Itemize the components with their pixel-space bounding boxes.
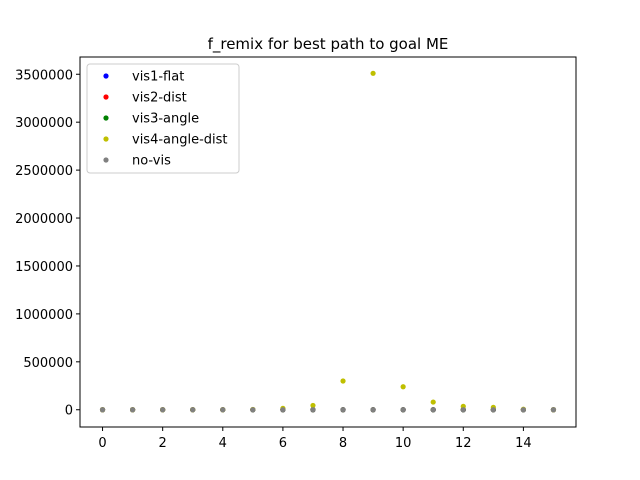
- data-point: [550, 407, 557, 413]
- x-axis: 0 2 4 6 8 10 12 14: [98, 427, 532, 451]
- y-tick-label: 3500000: [15, 68, 73, 83]
- x-tick-label: 0: [98, 436, 106, 451]
- y-tick-label: 0: [65, 404, 73, 419]
- x-tick-label: 12: [455, 436, 472, 451]
- x-tick-label: 14: [515, 436, 532, 451]
- legend-box: [86, 63, 240, 174]
- data-point: [340, 378, 346, 384]
- y-tick-label: 2000000: [15, 212, 73, 227]
- legend-label: vis3-angle: [132, 112, 199, 127]
- data-point: [400, 384, 406, 390]
- data-point: [430, 407, 436, 413]
- data-point: [280, 407, 286, 413]
- plot-frame: [79, 56, 577, 428]
- data-point: [220, 407, 226, 413]
- legend-marker: [103, 115, 109, 121]
- y-tick-label: 500000: [23, 356, 73, 371]
- legend: vis1-flat vis2-dist vis3-angle vis4-angle-d…: [86, 63, 240, 174]
- data-points: [99, 70, 557, 413]
- legend-marker: [103, 136, 109, 142]
- data-point: [340, 407, 346, 413]
- legend-label: vis4-angle-dist: [132, 133, 228, 148]
- data-point: [99, 407, 106, 413]
- data-point: [400, 407, 406, 413]
- data-point: [310, 407, 316, 413]
- y-tick-label: 1000000: [15, 308, 73, 323]
- series-vis1-flat: [99, 407, 557, 413]
- legend-label: vis2-dist: [132, 91, 187, 106]
- y-tick-label: 2500000: [15, 164, 73, 179]
- y-tick-label: 3000000: [15, 116, 73, 131]
- series-vis3-angle: [99, 407, 557, 413]
- x-tick-label: 2: [159, 436, 167, 451]
- legend-marker: [103, 94, 109, 100]
- data-point: [160, 407, 166, 413]
- data-point: [430, 399, 436, 405]
- x-tick-label: 8: [339, 436, 347, 451]
- y-tick-label: 1500000: [15, 260, 73, 275]
- data-point: [490, 407, 496, 413]
- legend-label: no-vis: [132, 154, 171, 169]
- data-point: [370, 70, 376, 76]
- x-tick-label: 4: [219, 436, 227, 451]
- x-tick-label: 6: [279, 436, 287, 451]
- data-point: [370, 407, 376, 413]
- series-vis2-dist: [99, 407, 557, 413]
- data-point: [190, 407, 196, 413]
- x-tick-label: 10: [395, 436, 412, 451]
- data-point: [460, 407, 466, 413]
- data-point: [310, 402, 316, 409]
- series-no-vis: [99, 407, 557, 413]
- legend-marker: [103, 157, 109, 163]
- data-point: [520, 407, 526, 413]
- chart-title: f_remix for best path to goal ME: [208, 35, 449, 54]
- legend-marker: [103, 73, 109, 79]
- y-axis: 0 500000 1000000 1500000 2000000 2500000 30000…: [15, 68, 80, 419]
- data-point: [130, 407, 136, 413]
- data-point: [250, 407, 256, 413]
- legend-label: vis1-flat: [132, 70, 184, 85]
